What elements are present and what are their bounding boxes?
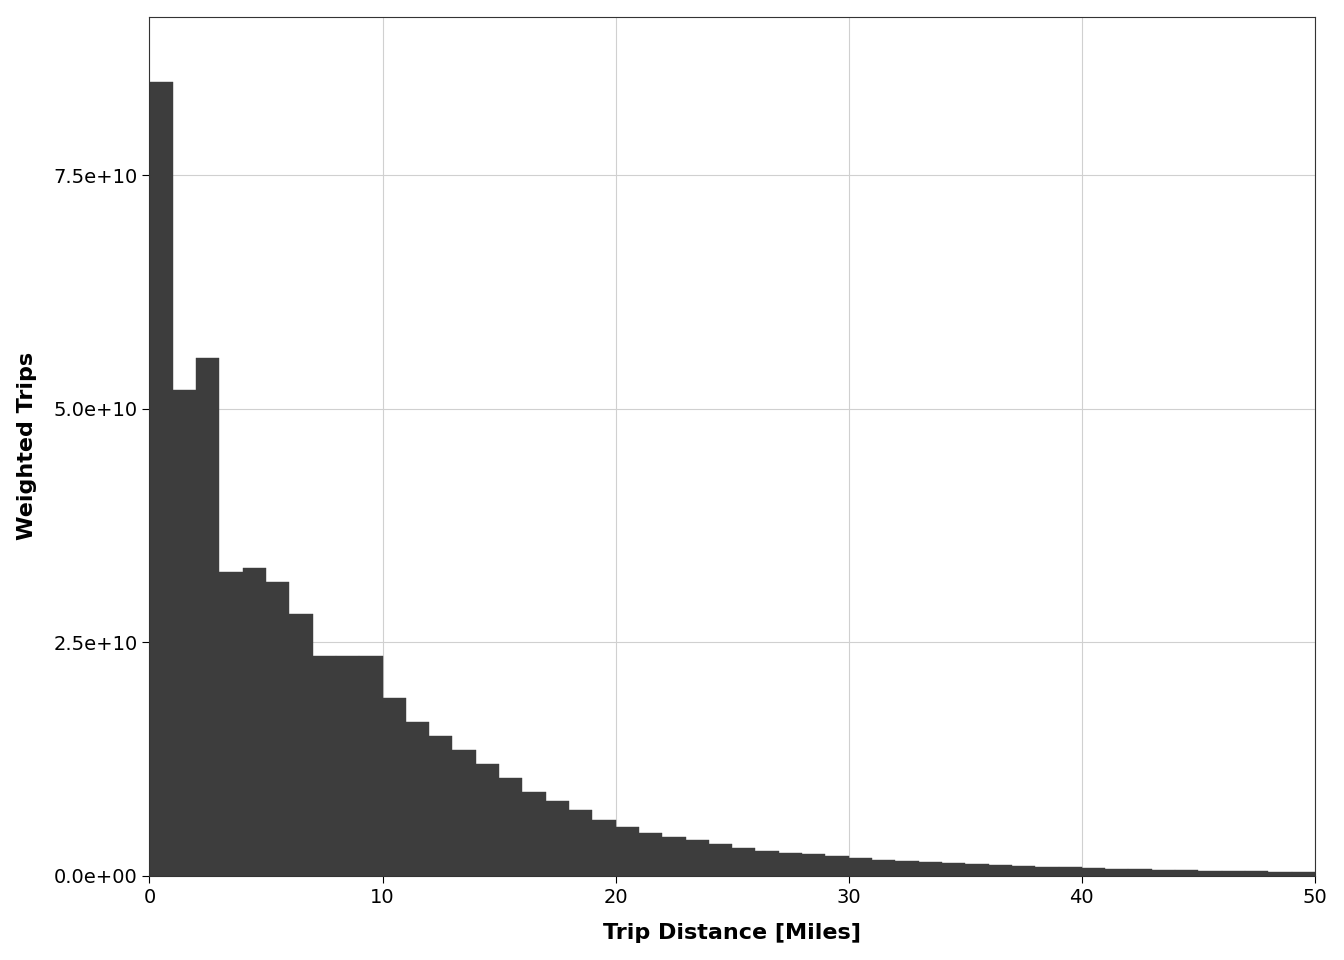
Bar: [989, 865, 1012, 876]
Bar: [569, 810, 593, 876]
Bar: [1082, 868, 1105, 876]
Bar: [1059, 868, 1082, 876]
Bar: [965, 864, 989, 876]
Bar: [1292, 872, 1314, 876]
Bar: [638, 833, 663, 876]
Bar: [336, 657, 359, 876]
Bar: [732, 848, 755, 876]
Bar: [243, 567, 266, 876]
Bar: [825, 856, 848, 876]
Bar: [755, 851, 778, 876]
Bar: [172, 390, 196, 876]
Bar: [708, 844, 732, 876]
Bar: [778, 852, 802, 876]
Bar: [685, 840, 708, 876]
Bar: [1105, 869, 1129, 876]
X-axis label: Trip Distance [Miles]: Trip Distance [Miles]: [603, 924, 862, 944]
Bar: [499, 778, 523, 876]
Bar: [476, 764, 499, 876]
Bar: [1012, 866, 1035, 876]
Bar: [848, 858, 872, 876]
Bar: [593, 820, 616, 876]
Bar: [802, 854, 825, 876]
Bar: [359, 657, 383, 876]
Bar: [546, 802, 569, 876]
Bar: [616, 828, 638, 876]
Bar: [1269, 872, 1292, 876]
Bar: [919, 862, 942, 876]
Bar: [453, 750, 476, 876]
Bar: [1035, 867, 1059, 876]
Y-axis label: Weighted Trips: Weighted Trips: [16, 352, 36, 540]
Bar: [219, 572, 243, 876]
Bar: [1222, 871, 1245, 876]
Bar: [1199, 871, 1222, 876]
Bar: [383, 699, 406, 876]
Bar: [872, 859, 895, 876]
Bar: [406, 722, 429, 876]
Bar: [1129, 870, 1152, 876]
Bar: [663, 836, 685, 876]
Bar: [313, 657, 336, 876]
Bar: [1152, 870, 1175, 876]
Bar: [429, 735, 453, 876]
Bar: [1175, 871, 1199, 876]
Bar: [289, 614, 313, 876]
Bar: [523, 792, 546, 876]
Bar: [895, 861, 919, 876]
Bar: [942, 863, 965, 876]
Bar: [196, 357, 219, 876]
Bar: [149, 82, 172, 876]
Bar: [266, 582, 289, 876]
Bar: [1245, 872, 1269, 876]
